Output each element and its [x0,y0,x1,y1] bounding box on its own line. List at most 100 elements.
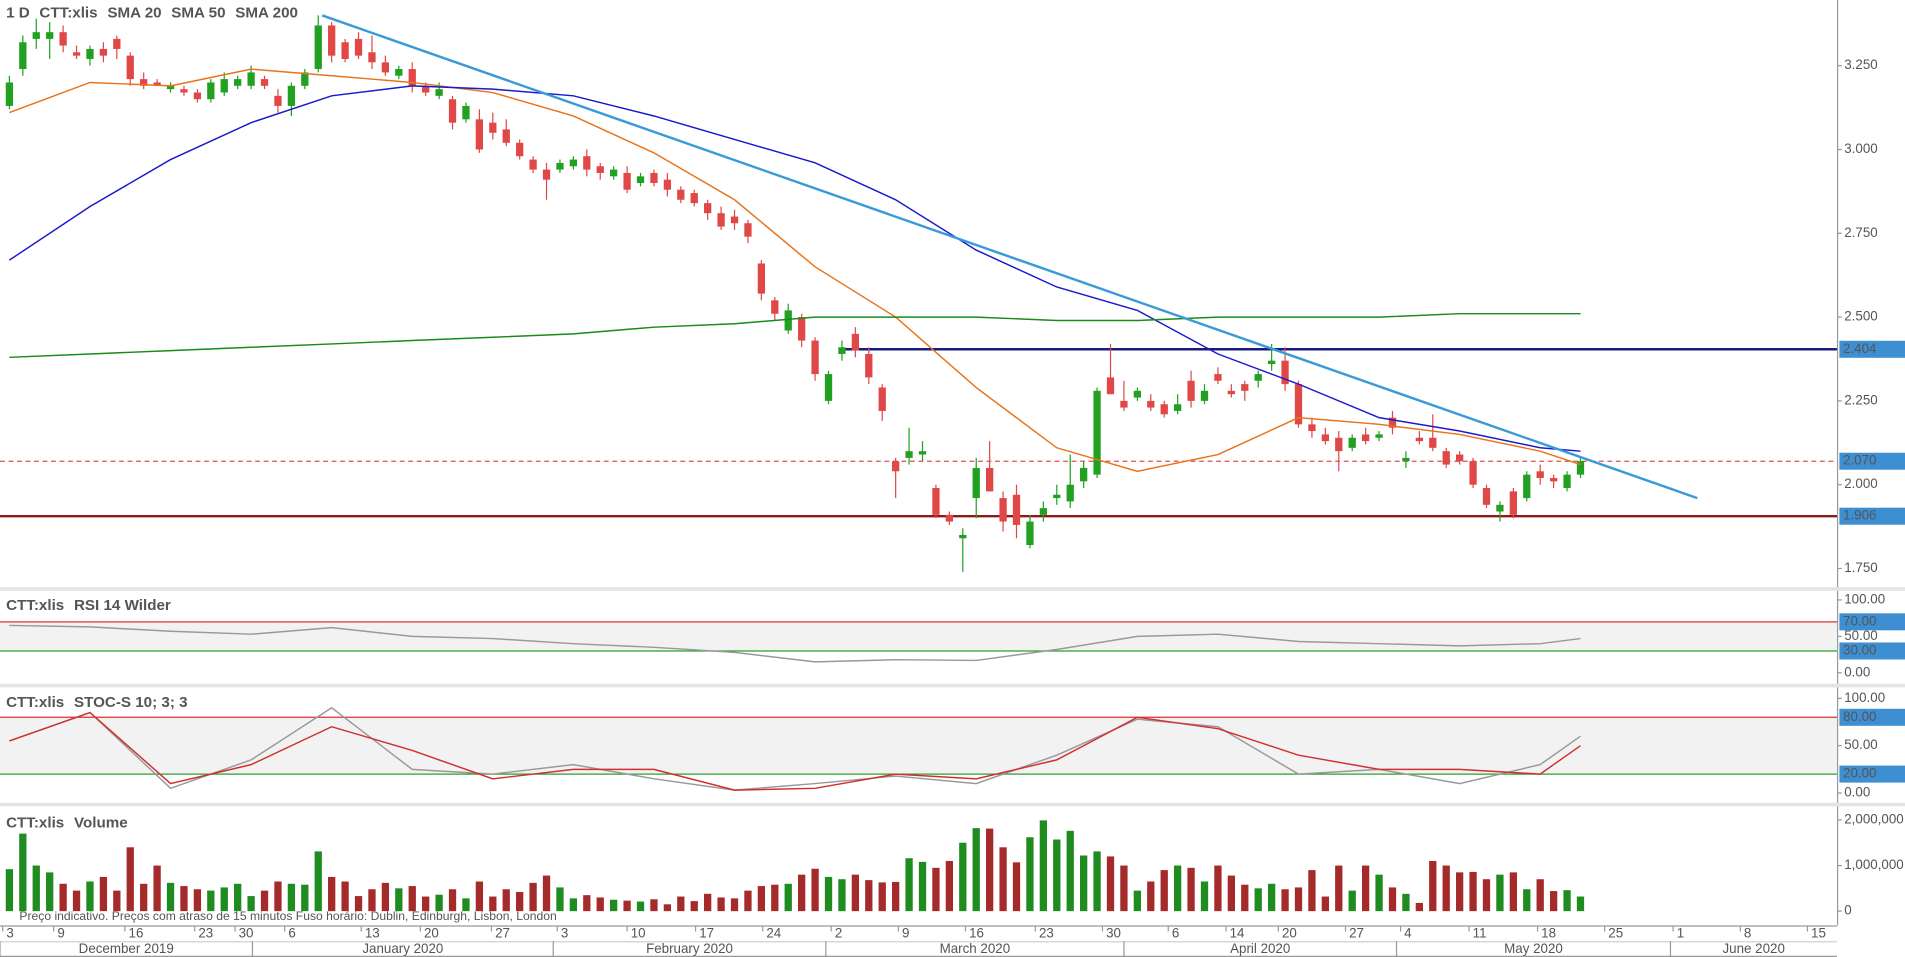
candle-body [287,85,296,106]
candle-body [1523,474,1531,499]
volume-bar [1509,872,1517,912]
volume-bar [945,860,954,912]
x-tick-label: 16 [969,925,984,940]
volume-bar [1361,865,1370,912]
volume-bar [113,890,121,912]
volume-bar [328,876,336,912]
candle-body [1348,437,1356,448]
volume-bar [435,894,443,912]
volume-bar [1375,874,1383,912]
candle-body [556,162,564,170]
volume-bar [59,883,67,912]
candle-body [824,374,833,401]
candle-body [811,340,819,375]
volume-bar [1173,865,1182,912]
x-tick-label: 8 [1744,925,1751,940]
candle-body [1254,374,1262,381]
x-tick-label: 15 [1811,925,1826,940]
volume-bar [1066,830,1074,912]
candle-body [650,172,658,184]
trendline [321,14,1698,500]
candle-body [462,105,470,120]
x-tick-label: 23 [1039,925,1054,940]
candle-body [1469,461,1477,485]
volume-bar [757,886,766,912]
panel-separator [0,683,1905,688]
indicator-line [9,312,1581,359]
y-tick-label: 2.500 [1844,309,1877,324]
candle-body [1173,404,1182,411]
volume-bar [1576,896,1585,912]
volume-bar [1106,856,1115,912]
volume-bar [1012,862,1021,912]
candle-body [1120,400,1128,408]
candle-body [99,48,108,56]
volume-bar [247,896,255,912]
candle-body [1012,494,1021,525]
volume-bar [771,884,779,912]
x-tick-label: 18 [1541,925,1556,940]
candle-body [704,203,712,214]
volume-bar [1482,879,1491,912]
candle-body [1509,491,1517,515]
panel-label: CTT:xlis [6,694,64,711]
month-label: February 2020 [646,941,733,956]
volume-bar [811,868,819,912]
month-label: January 2020 [362,941,443,956]
y-tick-label: 50.00 [1844,628,1877,643]
candle-body [153,82,161,86]
volume-bar [663,904,672,912]
level-label-box [1839,452,1905,470]
candle-body [932,488,940,515]
volume-bar [865,880,873,912]
volume-bar [583,895,591,912]
volume-bar [542,875,551,912]
y-tick-label: 2.000 [1844,476,1877,491]
candle-body [1415,437,1423,442]
volume-bar [287,883,296,912]
candle-body [784,310,792,331]
candle-body [892,461,900,472]
x-tick-label: 20 [424,925,439,940]
volume-bar [32,865,40,912]
volume-bar [126,847,134,912]
volume-bar [1469,871,1477,912]
volume-bar [422,896,430,912]
volume-bar [1254,888,1262,912]
candle-body [502,129,510,143]
candle-body [408,69,416,86]
candle-body [918,451,927,455]
volume-bar [1442,865,1450,912]
candle-body [1187,380,1195,401]
level-label: 30.00 [1843,643,1876,658]
candle-body [19,42,27,70]
candle-body [757,263,766,294]
indicator-line [9,68,1581,473]
x-tick-label: 25 [1608,925,1623,940]
candle-body [1294,384,1303,425]
panel-label: CTT:xlis [6,814,64,831]
candle-body [140,79,148,86]
volume-bar [381,882,390,912]
candle-body [1429,437,1437,448]
y-tick-label: 1,000,000 [1844,857,1903,872]
volume-bar [207,890,215,912]
candle-body [1576,461,1585,475]
candle-body [1267,360,1276,365]
x-tick-label: 14 [1230,925,1245,940]
panel-label: SMA 20 [107,4,161,21]
candle-body [113,38,121,49]
volume-bar [1281,889,1289,912]
volume-bar [986,828,994,912]
month-label: June 2020 [1723,941,1785,956]
candle-body [32,32,40,39]
candle-body [166,85,175,90]
candle-body [905,451,913,458]
volume-bar [1308,870,1316,912]
volume-bar [1147,881,1155,912]
volume-bar [166,882,175,912]
x-tick-label: 1 [1677,925,1684,940]
volume-bar [838,879,846,912]
candle-body [865,353,873,378]
